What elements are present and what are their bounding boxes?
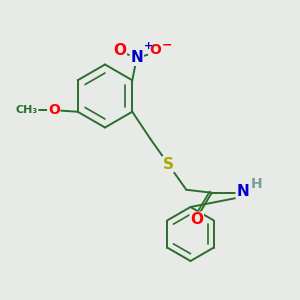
Text: O: O [149, 43, 161, 57]
Text: S: S [163, 157, 174, 172]
Text: +: + [143, 41, 153, 51]
Text: −: − [162, 38, 172, 51]
Text: N: N [130, 50, 143, 65]
Text: N: N [236, 184, 249, 199]
Text: CH₃: CH₃ [16, 105, 38, 115]
Text: O: O [48, 103, 60, 117]
Text: H: H [251, 177, 262, 191]
Text: O: O [190, 212, 203, 227]
Text: O: O [113, 43, 126, 58]
